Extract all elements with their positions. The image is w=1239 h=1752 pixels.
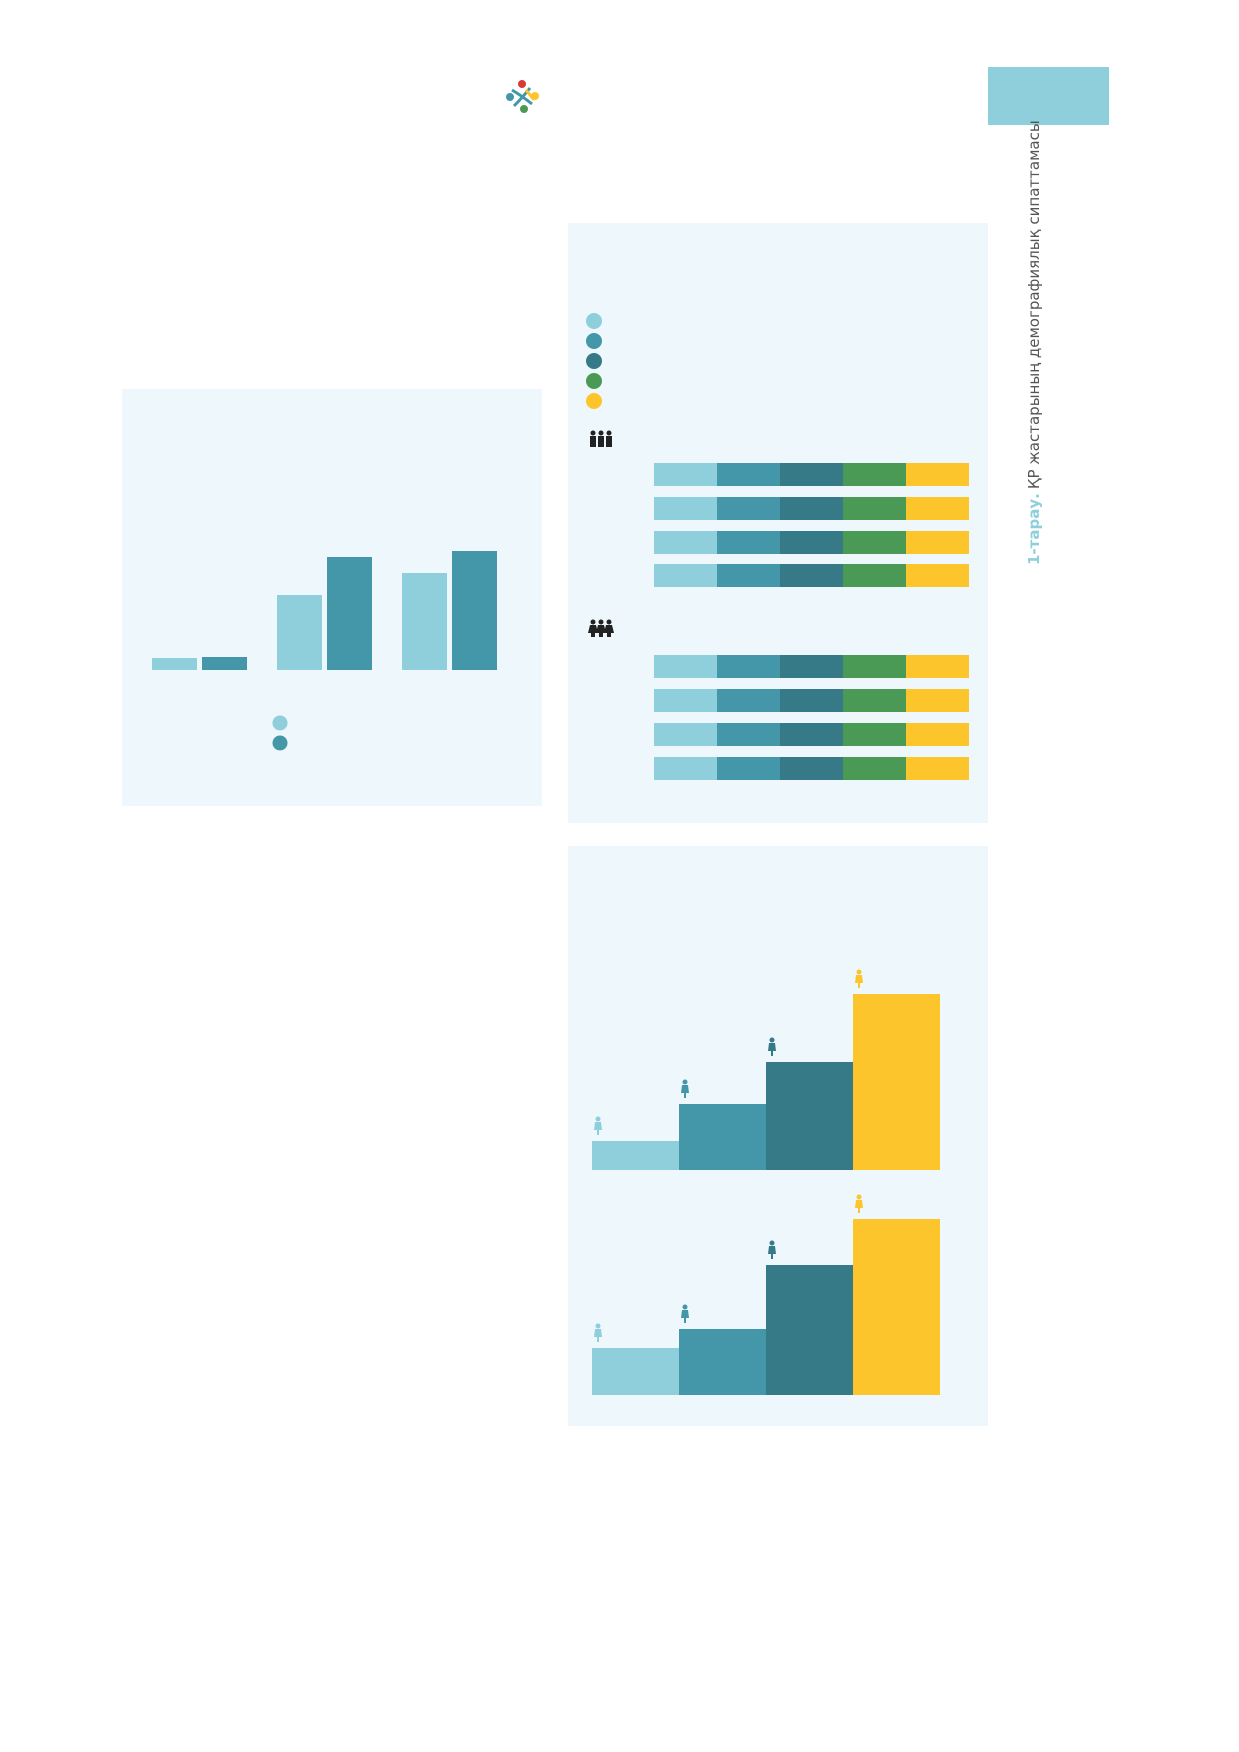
legend-dot: [586, 353, 602, 369]
bar-segment: [780, 463, 843, 486]
bar: [152, 658, 197, 670]
chapter-number: 1-тарау.: [1025, 493, 1043, 565]
bar-segment: [654, 564, 717, 587]
bar: [766, 1265, 853, 1395]
bar-segment: [717, 723, 780, 746]
bar-segment: [906, 531, 969, 554]
bar-segment: [654, 531, 717, 554]
legend-dot: [586, 313, 602, 329]
bar-segment: [906, 723, 969, 746]
bar-segment: [654, 689, 717, 712]
person-icon: [594, 1122, 602, 1135]
bar-segment: [654, 723, 717, 746]
bar: [853, 1219, 940, 1395]
bar-segment: [717, 531, 780, 554]
bar-segment: [780, 564, 843, 587]
bar-segment: [843, 564, 906, 587]
legend-dot: [272, 735, 288, 751]
bar-segment: [843, 497, 906, 520]
bar: [327, 557, 372, 670]
person-icon: [682, 1079, 688, 1085]
bar-segment: [906, 564, 969, 587]
bar-segment: [654, 757, 717, 780]
person-icon: [855, 975, 863, 988]
bar: [766, 1062, 853, 1170]
bar-segment: [654, 463, 717, 486]
bar-segment: [843, 757, 906, 780]
chapter-heading: 1-тарау. ҚР жастарының демографиялық сипа…: [1025, 120, 1043, 565]
bar-segment: [843, 463, 906, 486]
bar-segment: [780, 497, 843, 520]
logo: [506, 80, 539, 113]
person-icon: [769, 1037, 775, 1043]
bar-segment: [654, 497, 717, 520]
bar-segment: [717, 497, 780, 520]
bar-segment: [780, 531, 843, 554]
person-icon: [768, 1043, 776, 1056]
person-icon: [595, 1323, 601, 1329]
bar-segment: [906, 655, 969, 678]
bar-segment: [780, 757, 843, 780]
bar: [592, 1141, 679, 1170]
person-icon: [594, 1329, 602, 1342]
bar-segment: [717, 757, 780, 780]
bar: [202, 657, 247, 670]
person-icon: [855, 1200, 863, 1213]
person-icon: [682, 1304, 688, 1310]
bar-segment: [780, 689, 843, 712]
bar: [679, 1329, 766, 1395]
bar-segment: [906, 497, 969, 520]
person-icon: [681, 1085, 689, 1098]
bar: [853, 994, 940, 1170]
bar: [452, 551, 497, 670]
person-icon: [856, 969, 862, 975]
person-icon: [768, 1246, 776, 1259]
bar-segment: [843, 655, 906, 678]
bar-segment: [717, 463, 780, 486]
bar-segment: [906, 757, 969, 780]
bar-segment: [717, 655, 780, 678]
person-icon: [856, 1194, 862, 1200]
people-icon: [588, 619, 614, 637]
bar: [679, 1104, 766, 1170]
bar-segment: [843, 531, 906, 554]
bar: [277, 595, 322, 670]
legend-dot: [586, 333, 602, 349]
legend-dot: [586, 393, 602, 409]
bar: [592, 1348, 679, 1395]
bar-segment: [717, 689, 780, 712]
person-icon: [769, 1240, 775, 1246]
person-icon: [595, 1116, 601, 1122]
bar-segment: [843, 689, 906, 712]
person-icon: [681, 1310, 689, 1323]
bar-segment: [843, 723, 906, 746]
bar-segment: [654, 655, 717, 678]
legend-dot: [586, 373, 602, 389]
bar-segment: [780, 655, 843, 678]
legend-dot: [272, 715, 288, 731]
chapter-tab: [988, 67, 1109, 125]
bar-segment: [780, 723, 843, 746]
bar: [402, 573, 447, 670]
people-icon: [590, 430, 612, 447]
bar-segment: [906, 689, 969, 712]
chapter-title: ҚР жастарының демографиялық сипаттамасы: [1025, 120, 1043, 489]
bar-segment: [906, 463, 969, 486]
bar-segment: [717, 564, 780, 587]
